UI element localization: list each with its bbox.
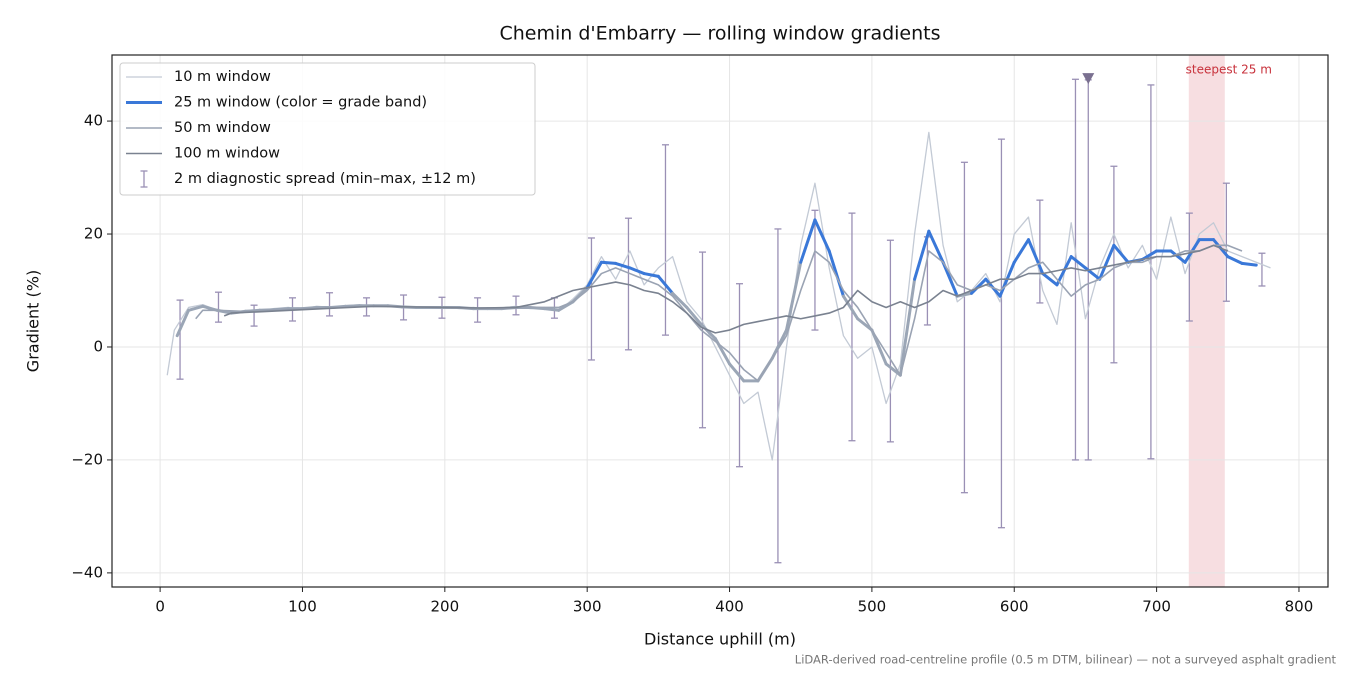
y-tick-label: 20 (84, 225, 103, 243)
legend-box (119, 62, 536, 196)
line-segment (856, 317, 874, 332)
line-segment (628, 266, 646, 276)
x-tick-label: 600 (1000, 598, 1029, 616)
y-tick-label: −40 (71, 563, 103, 581)
line-segment (1169, 249, 1187, 264)
line-segment (1140, 249, 1159, 261)
line-segment (799, 218, 817, 264)
line-segment (1055, 255, 1073, 287)
line-segment (614, 261, 632, 270)
line-segment (884, 362, 902, 377)
line-segment (941, 260, 959, 298)
line-segment (870, 328, 888, 366)
x-tick-label: 800 (1285, 598, 1314, 616)
y-tick-label: 40 (84, 112, 103, 130)
footnote: LiDAR-derived road-centreline profile (0… (795, 653, 1337, 667)
line-segment (585, 260, 603, 290)
legend-label: 10 m window (174, 69, 271, 85)
span-label: steepest 25 m (1186, 63, 1272, 77)
line (223, 244, 1229, 334)
line-segment (671, 291, 689, 309)
line-segment (970, 277, 988, 295)
line-segment (656, 274, 675, 295)
line-segment (841, 294, 860, 321)
x-axis-label: Distance uphill (m) (644, 630, 796, 649)
steepest-span (1188, 55, 1225, 587)
x-tick-label: 300 (573, 598, 602, 616)
y-tick-label: 0 (93, 337, 103, 355)
legend-label: 50 m window (174, 120, 271, 136)
x-tick-label: 700 (1142, 598, 1171, 616)
x-tick-label: 500 (858, 598, 887, 616)
line-segment (1026, 238, 1045, 276)
line-segment (175, 308, 191, 338)
line-segment (898, 277, 917, 377)
line-segment (1226, 255, 1244, 265)
legend-label: 25 m window (color = grade band) (174, 95, 427, 111)
y-tick-label: −20 (71, 450, 103, 468)
line-segment (599, 260, 618, 265)
line-segment (927, 229, 945, 264)
line-segment (827, 249, 845, 298)
x-tick-label: 200 (431, 598, 460, 616)
x-tick-label: 100 (288, 598, 317, 616)
x-tick-label: 0 (155, 598, 165, 616)
line-segment (1012, 238, 1030, 264)
line-segment (542, 307, 561, 312)
x-tick-label: 400 (715, 598, 744, 616)
marker (1082, 73, 1095, 85)
line-segment (1240, 261, 1258, 267)
line-segment (1041, 272, 1059, 287)
legend-label: 2 m diagnostic spread (min–max, ±12 m) (174, 171, 476, 187)
line-segment (1069, 255, 1087, 270)
line-segment (913, 229, 931, 281)
plot-frame (111, 54, 1329, 588)
y-axis-label: Gradient (%) (24, 270, 43, 372)
line-segment (813, 218, 831, 253)
chart-title: Chemin d'Embarry — rolling window gradie… (499, 23, 940, 45)
line-segment (1112, 243, 1130, 264)
line-segment (699, 322, 717, 341)
line-segment (728, 362, 746, 383)
legend: 10 m window 25 m window (color = grade ba… (119, 62, 536, 196)
line-segment (187, 304, 205, 312)
line-segment (784, 260, 803, 332)
legend-label: 100 m window (174, 146, 280, 162)
line-segment (1098, 243, 1116, 281)
line-segment (685, 305, 703, 326)
line-segment (642, 272, 660, 278)
